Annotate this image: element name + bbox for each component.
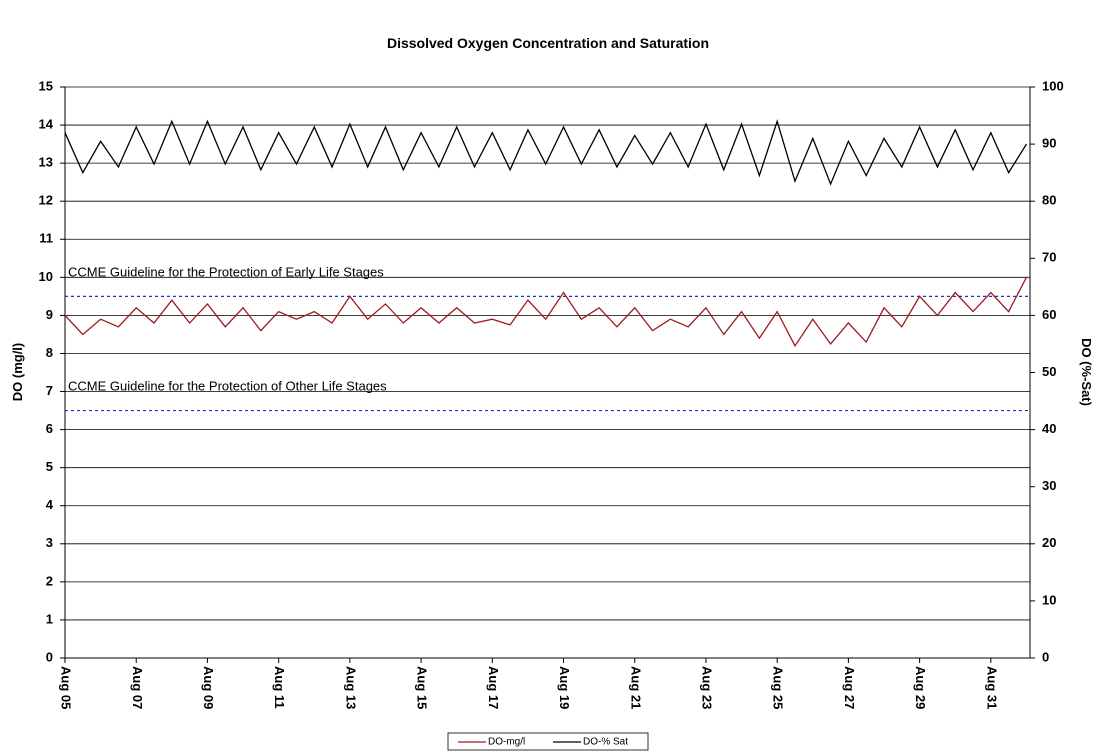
x-tick-label: Aug 13 (343, 666, 358, 709)
y-tick-label: 1 (46, 611, 53, 626)
y2-tick-label: 80 (1042, 193, 1056, 208)
y2-tick-label: 10 (1042, 592, 1056, 607)
y2-tick-label: 70 (1042, 250, 1056, 265)
x-tick-label: Aug 27 (842, 666, 857, 709)
guideline-label: CCME Guideline for the Protection of Ear… (68, 264, 384, 279)
legend-label: DO-% Sat (583, 737, 628, 748)
y2-tick-label: 40 (1042, 421, 1056, 436)
x-tick-label: Aug 31 (984, 666, 999, 709)
y-axis-title: DO (mg/l) (10, 343, 25, 402)
legend-box (447, 732, 649, 751)
x-tick-label: Aug 09 (201, 666, 216, 709)
y-tick-label: 10 (39, 269, 53, 284)
legend-label: DO-mg/l (488, 737, 525, 748)
y-tick-label: 11 (39, 231, 53, 246)
y-tick-label: 3 (46, 535, 53, 550)
x-tick-label: Aug 19 (557, 666, 572, 709)
series-line (64, 119, 1027, 186)
y-tick-label: 0 (46, 649, 53, 664)
y-tick-label: 12 (39, 193, 53, 208)
x-tick-label: Aug 17 (486, 666, 501, 709)
y-tick-label: 2 (46, 573, 53, 588)
series-line (64, 277, 1028, 348)
y-tick-label: 6 (46, 421, 53, 436)
y-tick-label: 7 (46, 383, 53, 398)
y2-tick-label: 20 (1042, 535, 1056, 550)
y2-tick-label: 60 (1042, 307, 1056, 322)
x-tick-label: Aug 11 (272, 666, 287, 709)
y-tick-label: 8 (46, 345, 53, 360)
x-tick-label: Aug 23 (700, 666, 715, 709)
y-tick-label: 13 (39, 155, 53, 170)
x-tick-label: Aug 21 (628, 666, 643, 709)
y2-axis-title: DO (%-Sat) (1079, 338, 1094, 406)
chart-title: Dissolved Oxygen Concentration and Satur… (387, 35, 709, 51)
y-tick-label: 9 (46, 307, 53, 322)
y-tick-label: 15 (39, 78, 53, 93)
y-tick-label: 5 (46, 459, 53, 474)
x-tick-label: Aug 07 (130, 666, 145, 709)
y2-tick-label: 100 (1042, 78, 1064, 93)
x-tick-label: Aug 25 (771, 666, 786, 709)
x-tick-label: Aug 05 (59, 666, 74, 709)
y2-tick-label: 90 (1042, 136, 1056, 151)
y2-tick-label: 30 (1042, 478, 1056, 493)
x-tick-label: Aug 15 (415, 666, 430, 709)
y-tick-label: 4 (46, 497, 54, 512)
y2-tick-label: 0 (1042, 649, 1049, 664)
x-tick-label: Aug 29 (913, 666, 928, 709)
y-tick-label: 14 (39, 117, 54, 132)
y2-tick-label: 50 (1042, 364, 1056, 379)
guideline-label: CCME Guideline for the Protection of Oth… (68, 379, 387, 394)
